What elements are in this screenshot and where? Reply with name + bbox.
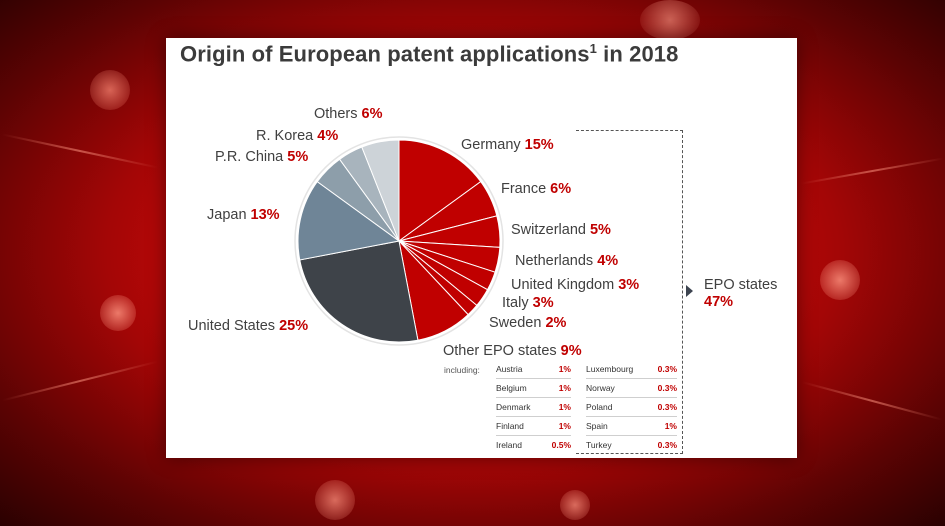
background-glow [90, 70, 130, 110]
table-row: Turkey 0.3% [586, 436, 677, 454]
pie-slice-germany [398, 139, 482, 242]
country-name: Ireland [496, 440, 522, 450]
slide-panel: Origin of European patent applications1 … [166, 38, 797, 458]
epo-states-bracket [576, 130, 683, 454]
table-row: Austria 1% [496, 360, 571, 379]
arrow-right-icon [686, 285, 693, 297]
country-name: Norway [586, 383, 615, 393]
table-row: Denmark 1% [496, 398, 571, 417]
table-row: Luxembourg 0.3% [586, 360, 677, 379]
country-name: Poland [586, 402, 613, 412]
label-germany: Germany 15% [461, 137, 554, 153]
country-value: 0.3% [657, 383, 677, 393]
country-name: Austria [496, 364, 523, 374]
country-value: 1% [558, 421, 571, 431]
table-row: Ireland 0.5% [496, 436, 571, 454]
country-name: Turkey [586, 440, 612, 450]
background-streak [2, 360, 158, 402]
table-row: Belgium 1% [496, 379, 571, 398]
background-glow [315, 480, 355, 520]
country-value: 0.3% [657, 440, 677, 450]
background-glow [100, 295, 136, 331]
label-r-korea: R. Korea 4% [256, 128, 339, 144]
table-row: Spain 1% [586, 417, 677, 436]
label-france: France 6% [501, 181, 572, 197]
pie-outline [294, 136, 504, 346]
country-name: Spain [586, 421, 608, 431]
country-value: 1% [558, 402, 571, 412]
country-name: Finland [496, 421, 524, 431]
country-name: Luxembourg [586, 364, 634, 374]
label-others: Others 6% [314, 106, 383, 122]
breakdown-table-left: Austria 1% Belgium 1% Denmark 1% Finland 1% Irel… [496, 360, 571, 454]
pie-chart [294, 136, 504, 346]
pie-slice-japan [297, 180, 401, 261]
label-pr-china: P.R. China 5% [215, 149, 309, 165]
label-other-epo-states: Other EPO states 9% [443, 343, 582, 359]
table-row: Norway 0.3% [586, 379, 677, 398]
label-sweden: Sweden 2% [489, 315, 567, 331]
pie-slice-others [361, 139, 400, 242]
country-value: 0.3% [657, 364, 677, 374]
table-row: Finland 1% [496, 417, 571, 436]
country-value: 1% [558, 383, 571, 393]
background-glow [640, 0, 700, 40]
label-switzerland: Switzerland 5% [511, 222, 611, 238]
label-united-kingdom: United Kingdom 3% [511, 277, 640, 293]
chart-title: Origin of European patent applications1 … [180, 41, 679, 67]
label-united-states: United States 25% [188, 318, 309, 334]
background-streak [800, 157, 945, 185]
background-glow [820, 260, 860, 300]
country-value: 1% [558, 364, 571, 374]
country-value: 1% [664, 421, 677, 431]
background-streak [802, 381, 943, 421]
label-italy: Italy 3% [502, 295, 554, 311]
pie-slice-united-states [299, 240, 419, 343]
epo-states-value: 47% [704, 294, 734, 310]
epo-states-label: EPO states [704, 277, 778, 293]
country-name: Denmark [496, 402, 531, 412]
background-streak [1, 133, 159, 169]
background-glow [560, 490, 590, 520]
breakdown-table-right: Luxembourg 0.3% Norway 0.3% Poland 0.3% Spain 1… [586, 360, 677, 454]
country-name: Belgium [496, 383, 527, 393]
label-japan: Japan 13% [207, 207, 280, 223]
country-value: 0.3% [657, 402, 677, 412]
label-netherlands: Netherlands 4% [515, 253, 619, 269]
including-label: including: [444, 365, 480, 375]
table-row: Poland 0.3% [586, 398, 677, 417]
country-value: 0.5% [551, 440, 571, 450]
